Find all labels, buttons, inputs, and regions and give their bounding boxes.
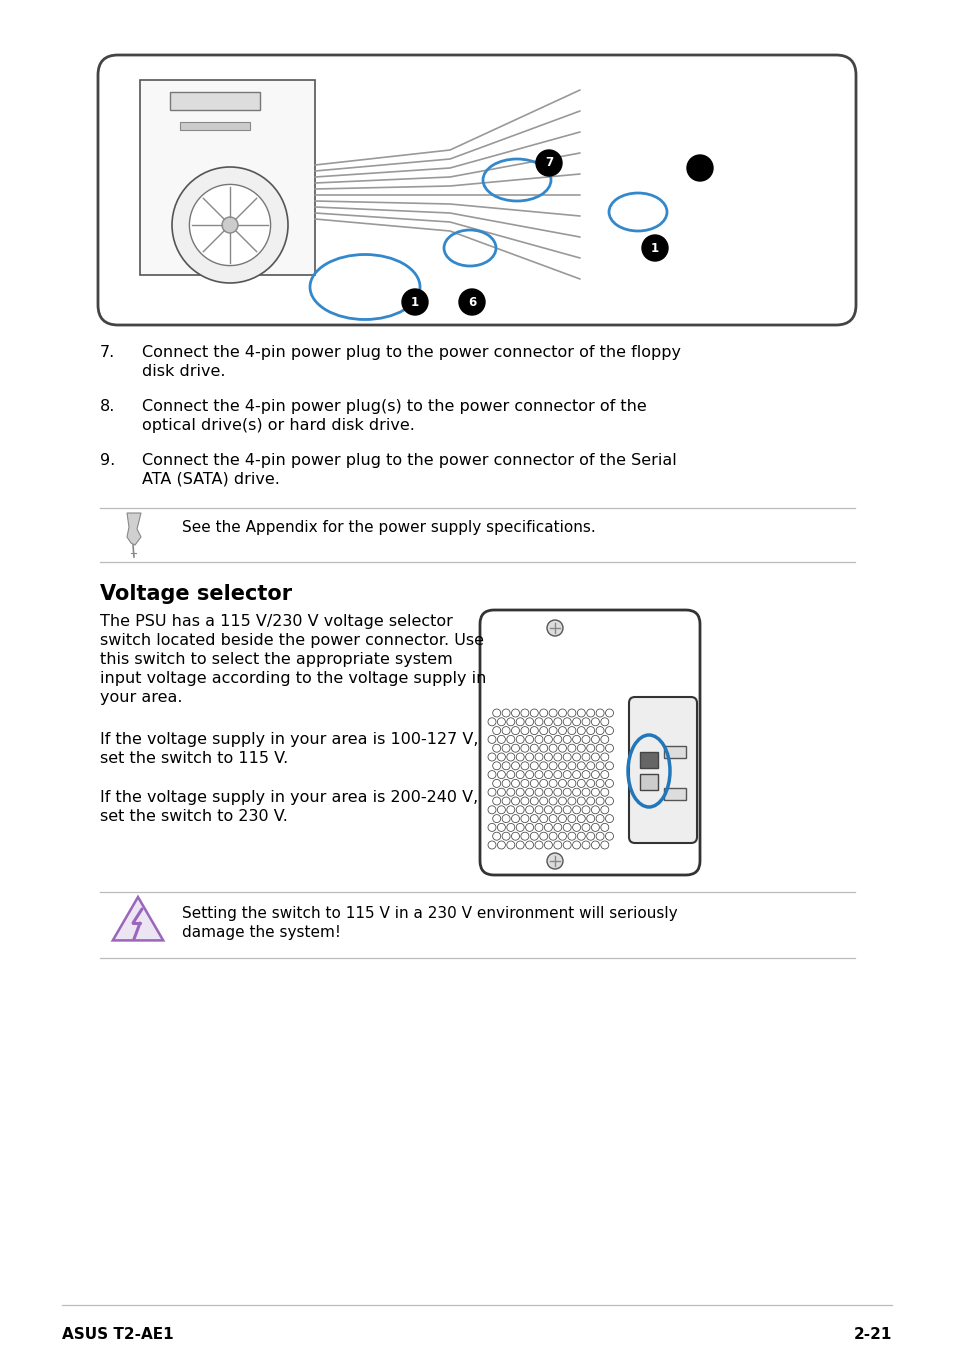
Text: Connect the 4-pin power plug to the power connector of the floppy: Connect the 4-pin power plug to the powe… xyxy=(142,345,680,359)
Polygon shape xyxy=(112,897,163,940)
Text: Connect the 4-pin power plug to the power connector of the Serial: Connect the 4-pin power plug to the powe… xyxy=(142,453,676,467)
Circle shape xyxy=(458,289,484,315)
Circle shape xyxy=(641,235,667,261)
Circle shape xyxy=(190,184,271,266)
Text: 1: 1 xyxy=(650,242,659,254)
Text: The PSU has a 115 V/230 V voltage selector: The PSU has a 115 V/230 V voltage select… xyxy=(100,613,453,630)
FancyBboxPatch shape xyxy=(140,80,314,276)
Text: 8.: 8. xyxy=(100,399,115,413)
FancyBboxPatch shape xyxy=(98,55,855,326)
Text: See the Appendix for the power supply specifications.: See the Appendix for the power supply sp… xyxy=(182,520,595,535)
Text: set the switch to 115 V.: set the switch to 115 V. xyxy=(100,751,288,766)
Circle shape xyxy=(546,852,562,869)
Text: your area.: your area. xyxy=(100,690,182,705)
Text: If the voltage supply in your area is 100-127 V,: If the voltage supply in your area is 10… xyxy=(100,732,478,747)
Text: optical drive(s) or hard disk drive.: optical drive(s) or hard disk drive. xyxy=(142,417,415,434)
FancyBboxPatch shape xyxy=(479,611,700,875)
Circle shape xyxy=(222,218,237,232)
Circle shape xyxy=(536,150,561,176)
Text: 7: 7 xyxy=(544,157,553,169)
Bar xyxy=(639,774,658,790)
Text: Voltage selector: Voltage selector xyxy=(100,584,292,604)
Bar xyxy=(180,122,250,130)
Text: Connect the 4-pin power plug(s) to the power connector of the: Connect the 4-pin power plug(s) to the p… xyxy=(142,399,646,413)
Text: 7.: 7. xyxy=(100,345,115,359)
Text: ASUS T2-AE1: ASUS T2-AE1 xyxy=(62,1327,173,1342)
Bar xyxy=(639,753,658,767)
Bar xyxy=(663,788,685,800)
Text: set the switch to 230 V.: set the switch to 230 V. xyxy=(100,809,288,824)
Text: ATA (SATA) drive.: ATA (SATA) drive. xyxy=(142,471,279,486)
Circle shape xyxy=(401,289,428,315)
Text: 6: 6 xyxy=(467,296,476,308)
Text: Setting the switch to 115 V in a 230 V environment will seriously: Setting the switch to 115 V in a 230 V e… xyxy=(182,907,677,921)
Circle shape xyxy=(686,155,712,181)
Text: input voltage according to the voltage supply in: input voltage according to the voltage s… xyxy=(100,671,486,686)
Circle shape xyxy=(172,168,288,282)
Text: damage the system!: damage the system! xyxy=(182,925,340,940)
Text: If the voltage supply in your area is 200-240 V,: If the voltage supply in your area is 20… xyxy=(100,790,477,805)
Text: disk drive.: disk drive. xyxy=(142,363,225,380)
Text: 1: 1 xyxy=(411,296,418,308)
Circle shape xyxy=(546,620,562,636)
Text: 9.: 9. xyxy=(100,453,115,467)
Polygon shape xyxy=(127,513,141,544)
Bar xyxy=(663,746,685,758)
Bar xyxy=(170,92,260,109)
FancyBboxPatch shape xyxy=(628,697,697,843)
Text: switch located beside the power connector. Use: switch located beside the power connecto… xyxy=(100,634,483,648)
Text: 2-21: 2-21 xyxy=(853,1327,891,1342)
Text: this switch to select the appropriate system: this switch to select the appropriate sy… xyxy=(100,653,453,667)
